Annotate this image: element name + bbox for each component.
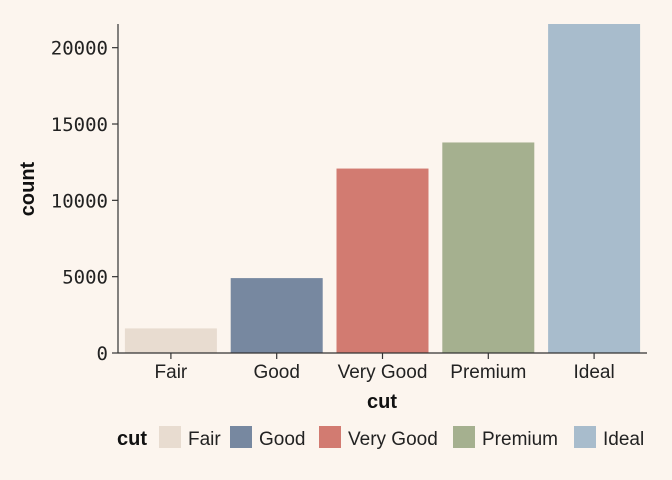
y-tick-label: 0 bbox=[97, 343, 108, 365]
legend-swatch bbox=[574, 426, 596, 448]
x-tick-label: Good bbox=[253, 362, 299, 383]
legend-label: Very Good bbox=[348, 429, 438, 450]
legend-label: Ideal bbox=[603, 429, 644, 450]
bar-premium bbox=[442, 142, 535, 353]
y-axis-ticks: 0 5000 10000 15000 20000 bbox=[51, 38, 118, 365]
legend-label: Fair bbox=[188, 429, 221, 450]
bar-fair bbox=[124, 328, 217, 353]
y-tick-label: 5000 bbox=[62, 267, 108, 289]
bar-good bbox=[230, 278, 323, 353]
x-tick-label: Very Good bbox=[338, 362, 428, 383]
legend: cut Fair Good Very Good Premium Ideal bbox=[117, 426, 644, 450]
bar-ideal bbox=[548, 24, 641, 353]
bar-very-good bbox=[336, 168, 429, 353]
legend-swatch bbox=[319, 426, 341, 448]
bars bbox=[124, 24, 641, 353]
legend-title: cut bbox=[117, 428, 147, 450]
y-axis-title: count bbox=[17, 161, 39, 216]
y-tick-label: 10000 bbox=[51, 190, 108, 212]
x-tick-label: Premium bbox=[450, 362, 526, 383]
x-tick-label: Ideal bbox=[573, 362, 614, 383]
legend-swatch bbox=[230, 426, 252, 448]
y-tick-label: 15000 bbox=[51, 114, 108, 136]
x-axis-ticks: Fair Good Very Good Premium Ideal bbox=[155, 353, 615, 383]
x-tick-label: Fair bbox=[155, 362, 188, 383]
y-tick-label: 20000 bbox=[51, 38, 108, 60]
legend-swatch bbox=[159, 426, 181, 448]
legend-swatch bbox=[453, 426, 475, 448]
legend-label: Premium bbox=[482, 429, 558, 450]
x-axis-title: cut bbox=[367, 391, 397, 413]
legend-label: Good bbox=[259, 429, 305, 450]
